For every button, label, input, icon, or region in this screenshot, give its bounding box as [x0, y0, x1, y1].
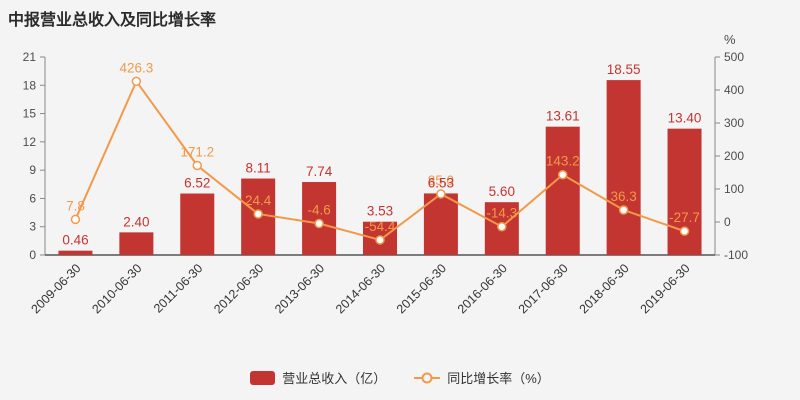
svg-text:2017-06-30: 2017-06-30 — [516, 261, 571, 316]
svg-text:7.8: 7.8 — [66, 198, 85, 213]
svg-text:100: 100 — [724, 182, 744, 196]
svg-text:13.40: 13.40 — [668, 111, 702, 126]
svg-text:0.46: 0.46 — [62, 233, 88, 248]
svg-text:6.52: 6.52 — [184, 176, 210, 191]
line-marker-icon — [421, 372, 433, 383]
svg-text:500: 500 — [724, 50, 744, 64]
svg-text:2011-06-30: 2011-06-30 — [151, 261, 205, 315]
line-series-swatch-icon — [414, 372, 441, 383]
svg-text:400: 400 — [724, 83, 744, 97]
svg-text:-4.6: -4.6 — [307, 203, 330, 218]
svg-text:2016-06-30: 2016-06-30 — [455, 261, 510, 316]
svg-text:9: 9 — [29, 163, 36, 177]
svg-text:6.53: 6.53 — [428, 175, 454, 190]
svg-text:2018-06-30: 2018-06-30 — [577, 261, 632, 316]
svg-text:300: 300 — [724, 116, 744, 130]
legend-label-revenue: 营业总收入（亿） — [282, 371, 387, 386]
svg-text:8.11: 8.11 — [246, 161, 271, 176]
legend-item-growth[interactable]: 同比增长率（%） — [414, 368, 550, 387]
svg-text:21: 21 — [23, 50, 37, 64]
svg-text:-54.4: -54.4 — [365, 219, 396, 234]
svg-text:0: 0 — [724, 215, 731, 229]
svg-text:2010-06-30: 2010-06-30 — [89, 261, 144, 316]
svg-text:3: 3 — [29, 220, 36, 234]
right-axis-unit-label: % — [724, 32, 736, 47]
svg-text:13.61: 13.61 — [546, 109, 580, 124]
svg-text:12: 12 — [23, 135, 37, 149]
chart-title: 中报营业总收入及同比增长率 — [8, 12, 217, 29]
svg-text:426.3: 426.3 — [119, 60, 153, 75]
svg-text:24.4: 24.4 — [245, 193, 272, 208]
svg-text:6: 6 — [29, 191, 36, 205]
svg-text:2019-06-30: 2019-06-30 — [638, 261, 693, 316]
legend-label-growth: 同比增长率（%） — [447, 371, 550, 386]
svg-text:-14.3: -14.3 — [486, 206, 517, 221]
svg-text:2013-06-30: 2013-06-30 — [272, 261, 327, 316]
svg-text:5.60: 5.60 — [489, 184, 515, 199]
svg-text:-27.7: -27.7 — [669, 210, 700, 225]
svg-text:2012-06-30: 2012-06-30 — [211, 261, 266, 316]
svg-text:36.3: 36.3 — [610, 189, 636, 204]
svg-text:85.0: 85.0 — [428, 173, 454, 188]
svg-text:143.2: 143.2 — [546, 154, 580, 169]
svg-text:18: 18 — [23, 78, 37, 92]
svg-text:2014-06-30: 2014-06-30 — [333, 261, 388, 316]
svg-text:2009-06-30: 2009-06-30 — [28, 261, 83, 316]
svg-text:200: 200 — [724, 149, 744, 163]
legend-item-revenue[interactable]: 营业总收入（亿） — [250, 368, 386, 387]
svg-text:2015-06-30: 2015-06-30 — [394, 261, 449, 316]
svg-text:0: 0 — [29, 248, 36, 262]
svg-text:15: 15 — [23, 107, 37, 121]
legend: 营业总收入（亿） 同比增长率（%） — [0, 368, 800, 387]
svg-text:171.2: 171.2 — [180, 145, 214, 160]
svg-text:2.40: 2.40 — [123, 214, 149, 229]
bar-series-swatch-icon — [250, 370, 276, 385]
svg-text:7.74: 7.74 — [306, 164, 333, 179]
svg-text:-100: -100 — [724, 248, 748, 262]
svg-text:18.55: 18.55 — [607, 62, 641, 77]
plot-area: 0 3 6 9 12 15 18 21 -100 0 100 200 300 400 500 2009-06-… — [23, 50, 749, 316]
svg-text:3.53: 3.53 — [367, 204, 393, 219]
